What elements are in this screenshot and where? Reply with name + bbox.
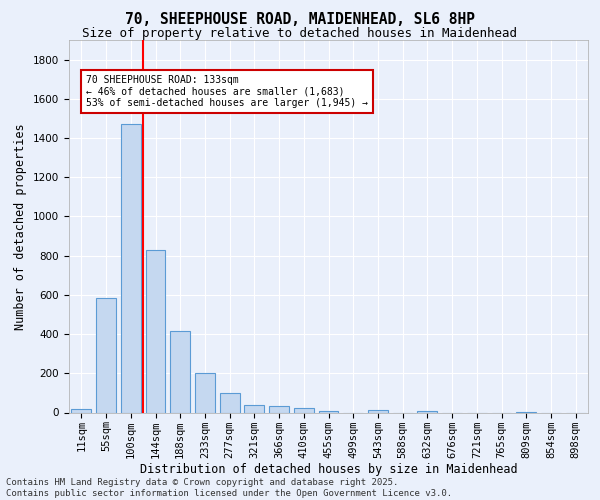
X-axis label: Distribution of detached houses by size in Maidenhead: Distribution of detached houses by size … — [140, 463, 517, 476]
Text: 70, SHEEPHOUSE ROAD, MAIDENHEAD, SL6 8HP: 70, SHEEPHOUSE ROAD, MAIDENHEAD, SL6 8HP — [125, 12, 475, 28]
Text: Contains HM Land Registry data © Crown copyright and database right 2025.
Contai: Contains HM Land Registry data © Crown c… — [6, 478, 452, 498]
Bar — [220, 393, 239, 412]
Bar — [368, 410, 388, 412]
Bar — [71, 408, 91, 412]
Bar — [96, 298, 116, 412]
Bar — [294, 408, 314, 412]
Text: 70 SHEEPHOUSE ROAD: 133sqm
← 46% of detached houses are smaller (1,683)
53% of s: 70 SHEEPHOUSE ROAD: 133sqm ← 46% of deta… — [86, 76, 368, 108]
Bar — [269, 406, 289, 412]
Text: Size of property relative to detached houses in Maidenhead: Size of property relative to detached ho… — [83, 28, 517, 40]
Bar — [418, 410, 437, 412]
Bar — [319, 410, 338, 412]
Bar — [244, 405, 264, 412]
Bar — [121, 124, 140, 412]
Y-axis label: Number of detached properties: Number of detached properties — [14, 123, 28, 330]
Bar — [170, 331, 190, 412]
Bar — [195, 374, 215, 412]
Bar — [146, 250, 166, 412]
